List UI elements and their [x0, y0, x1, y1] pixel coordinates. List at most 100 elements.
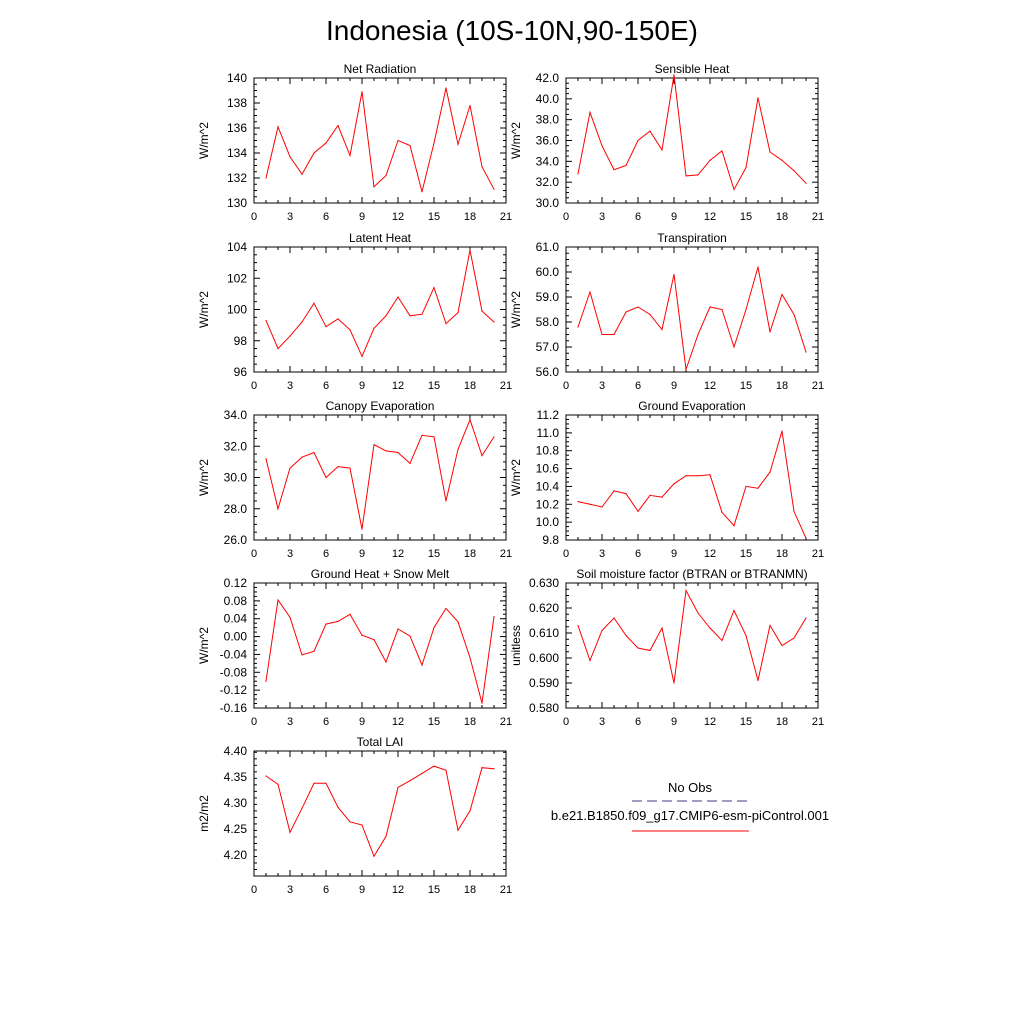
- data-point: [397, 296, 399, 298]
- x-tick-label: 3: [287, 380, 293, 392]
- y-tick-label: 32.0: [224, 439, 248, 453]
- panel-2: Sensible Heat W/m^2 0 3 6 9 12 15 18 21 30.0 32.0 34…: [509, 62, 824, 223]
- data-point: [805, 351, 807, 353]
- y-tick-label: 42.0: [536, 71, 560, 85]
- data-point: [469, 419, 471, 421]
- x-tick-label: 18: [464, 716, 476, 728]
- series-line: [265, 418, 495, 530]
- data-point: [385, 661, 387, 663]
- data-point: [721, 308, 723, 311]
- panel-title: Net Radiation: [344, 62, 417, 76]
- data-point: [361, 824, 363, 826]
- y-tick-label: 10.6: [536, 462, 560, 476]
- data-point: [337, 465, 339, 468]
- y-tick-label: 56.0: [536, 365, 560, 379]
- plot-frame: [565, 414, 819, 541]
- x-tick-label: 15: [740, 716, 752, 728]
- x-tick-label: 3: [287, 884, 293, 896]
- data-point: [481, 455, 483, 457]
- y-tick-label: -0.08: [220, 665, 248, 679]
- figure-title: Indonesia (10S-10N,90-150E): [326, 15, 698, 46]
- data-point: [385, 450, 387, 452]
- x-tick-label: 12: [392, 548, 404, 560]
- y-axis-label: unitless: [509, 625, 523, 666]
- data-point: [601, 506, 603, 508]
- data-point: [601, 145, 603, 147]
- data-point: [697, 174, 699, 176]
- data-point: [325, 623, 327, 625]
- y-tick-label: 0.580: [529, 701, 559, 715]
- legend: No Obs b.e21.B1850.f09_g17.CMIP6-esm-piC…: [551, 780, 829, 832]
- x-tick-label: 6: [323, 716, 329, 728]
- data-point: [613, 617, 615, 619]
- x-tick-label: 9: [671, 716, 677, 728]
- x-tick-label: 15: [428, 548, 440, 560]
- x-tick-label: 0: [251, 716, 257, 728]
- data-point: [781, 159, 783, 161]
- panel-7: Ground Heat + Snow Melt W/m^2 0 3 6 9 12 15 18 21…: [197, 567, 512, 728]
- x-tick-label: 0: [251, 884, 257, 896]
- data-point: [361, 528, 363, 530]
- data-point: [397, 628, 399, 630]
- y-axis-label: W/m^2: [197, 122, 211, 159]
- data-point: [349, 467, 351, 469]
- series-line: [577, 266, 807, 370]
- data-point: [685, 368, 687, 371]
- y-axis-label: m2/m2: [197, 795, 211, 832]
- x-tick-label: 6: [635, 380, 641, 392]
- data-point: [493, 615, 495, 618]
- data-point: [313, 152, 315, 154]
- data-point: [793, 637, 795, 639]
- data-point: [781, 293, 783, 296]
- data-point: [469, 810, 471, 812]
- data-point: [649, 649, 651, 652]
- series-line: [577, 74, 807, 191]
- data-point: [421, 191, 423, 193]
- data-point: [457, 829, 459, 831]
- data-point: [301, 456, 303, 458]
- data-point: [805, 617, 807, 619]
- data-point: [745, 308, 747, 311]
- data-point: [313, 782, 315, 784]
- data-point: [469, 249, 471, 251]
- y-tick-label: 140: [227, 71, 247, 85]
- x-tick-label: 9: [359, 884, 365, 896]
- data-point: [709, 306, 711, 308]
- data-point: [433, 142, 435, 144]
- panel-3: Latent Heat W/m^2 0 3 6 9 12 15 18 21 96 98 100 102 10…: [197, 231, 512, 392]
- x-tick-label: 12: [392, 380, 404, 392]
- x-tick-label: 0: [251, 380, 257, 392]
- data-point: [685, 589, 687, 592]
- y-tick-label: 28.0: [224, 502, 248, 516]
- data-point: [577, 624, 579, 627]
- data-point: [289, 335, 291, 337]
- data-point: [589, 659, 591, 662]
- x-tick-label: 9: [671, 211, 677, 223]
- x-tick-label: 18: [776, 211, 788, 223]
- data-point: [385, 835, 387, 838]
- data-point: [769, 331, 771, 333]
- plot-frame: [253, 246, 507, 373]
- data-point: [277, 599, 279, 601]
- x-tick-label: 6: [323, 380, 329, 392]
- data-point: [289, 467, 291, 469]
- data-point: [805, 182, 807, 184]
- data-point: [265, 177, 267, 179]
- x-tick-label: 18: [464, 380, 476, 392]
- y-tick-label: 4.20: [224, 848, 248, 862]
- y-axis-label: W/m^2: [197, 291, 211, 328]
- data-point: [637, 647, 639, 649]
- data-point: [445, 607, 447, 610]
- x-tick-label: 0: [251, 211, 257, 223]
- x-tick-label: 21: [500, 884, 512, 896]
- panel-6: Ground Evaporation W/m^2 0 3 6 9 12 15 18 21 9.8 10…: [509, 399, 824, 560]
- y-tick-label: 61.0: [536, 240, 560, 254]
- y-tick-label: 38.0: [536, 113, 560, 127]
- y-tick-label: 96: [234, 365, 248, 379]
- data-point: [301, 807, 303, 809]
- data-point: [337, 124, 339, 127]
- data-point: [733, 346, 735, 348]
- y-tick-label: 4.40: [224, 744, 248, 758]
- x-tick-label: 0: [251, 548, 257, 560]
